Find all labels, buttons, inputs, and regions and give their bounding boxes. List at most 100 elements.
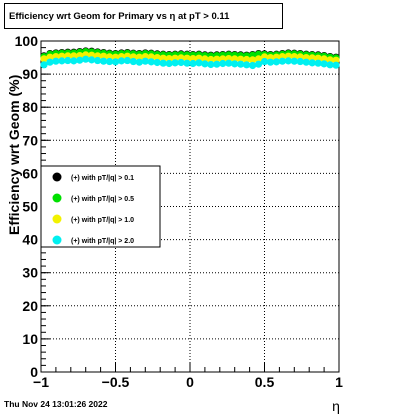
data-point (254, 60, 263, 68)
data-point (201, 60, 209, 68)
data-point (46, 58, 54, 66)
data-point (70, 57, 78, 65)
data-point (296, 57, 304, 66)
data-point (135, 53, 143, 61)
x-tick-label: 1 (335, 374, 343, 390)
legend-label: (+) with pT/|q| > 1.0 (71, 217, 134, 224)
x-tick-label: 0.5 (255, 374, 275, 390)
data-point (213, 60, 221, 68)
data-point (219, 59, 227, 68)
legend-label: (+) with pT/|q| > 0.5 (71, 196, 134, 203)
data-point (308, 59, 316, 67)
x-tick-label: 0 (186, 374, 194, 390)
timestamp-footer: Thu Nov 24 13:01:26 2022 (4, 399, 108, 409)
data-point (88, 56, 96, 64)
y-tick-label: 100 (15, 33, 39, 49)
data-point (326, 56, 334, 64)
data-point (76, 56, 84, 64)
data-point (225, 59, 233, 67)
data-point (58, 57, 66, 65)
data-point (141, 57, 149, 65)
legend: (+) with pT/|q| > 0.1 (+) with pT/|q| > 0… (40, 165, 161, 248)
data-point (302, 58, 310, 66)
data-point (231, 55, 239, 63)
data-point (207, 60, 215, 69)
data-point (314, 54, 322, 62)
data-point (40, 61, 48, 69)
data-point (237, 55, 245, 63)
legend-marker (52, 235, 62, 245)
data-point (308, 54, 316, 62)
y-tick-label: 80 (22, 99, 38, 115)
y-tick-labels: 0 10 20 30 40 50 60 70 80 90 100 (15, 33, 39, 380)
y-tick-label: 20 (22, 298, 38, 314)
data-point (117, 57, 126, 65)
data-point (99, 52, 108, 60)
data-point (183, 54, 191, 62)
data-point (290, 57, 298, 65)
data-point (332, 56, 340, 64)
x-axis-label: η (332, 398, 340, 414)
data-point (189, 54, 197, 63)
data-point (135, 58, 143, 66)
data-point (248, 61, 257, 70)
data-point (314, 59, 322, 67)
data-point (320, 55, 328, 63)
data-point (64, 56, 72, 65)
y-tick-label: 10 (22, 331, 38, 347)
data-point (284, 57, 292, 65)
data-point (153, 53, 161, 62)
data-point (82, 55, 90, 63)
data-point (260, 57, 269, 66)
data-point (243, 61, 251, 69)
data-point (254, 55, 263, 63)
y-axis-label: Efficiency wrt Geom (%) (6, 75, 22, 235)
data-point (165, 54, 173, 63)
data-point (147, 58, 155, 66)
data-point (213, 55, 221, 63)
data-point (94, 56, 102, 65)
data-point (123, 56, 132, 65)
data-point (332, 61, 340, 69)
data-point (237, 60, 245, 68)
data-point (278, 57, 286, 65)
y-tick-label: 70 (22, 132, 38, 148)
data-point (105, 57, 114, 66)
y-tick-label: 60 (22, 165, 38, 181)
legend-box (40, 165, 161, 248)
data-point (189, 59, 197, 68)
data-point (248, 56, 257, 64)
data-point (326, 61, 334, 69)
y-tick-label: 40 (22, 232, 38, 248)
legend-label: (+) with pT/|q| > 0.1 (71, 175, 134, 182)
y-tick-label: 0 (30, 364, 38, 380)
data-point (171, 59, 179, 67)
legend-marker (52, 214, 62, 224)
data-point (177, 58, 185, 67)
data-point (111, 58, 120, 66)
data-markers (40, 47, 340, 70)
x-tick-label: −0.5 (102, 374, 130, 390)
x-tick-label: −1 (33, 374, 49, 390)
y-tick-label: 50 (22, 199, 38, 215)
legend-marker (52, 172, 62, 182)
series-4 (40, 55, 340, 70)
x-tick-labels: −1 −0.5 0 0.5 1 (33, 374, 343, 390)
data-point (207, 55, 215, 64)
y-tick-label: 30 (22, 265, 38, 281)
data-point (159, 54, 167, 62)
data-point (52, 57, 60, 65)
legend-marker (52, 193, 62, 203)
legend-label: (+) with pT/|q| > 2.0 (71, 238, 134, 245)
data-point (147, 53, 155, 61)
data-point (243, 55, 251, 64)
data-point (70, 52, 78, 60)
data-point (40, 55, 48, 63)
data-point (129, 57, 137, 66)
data-point (201, 55, 209, 63)
data-point (99, 57, 108, 65)
data-point (46, 53, 54, 61)
data-point (183, 59, 191, 67)
data-point (165, 59, 173, 68)
